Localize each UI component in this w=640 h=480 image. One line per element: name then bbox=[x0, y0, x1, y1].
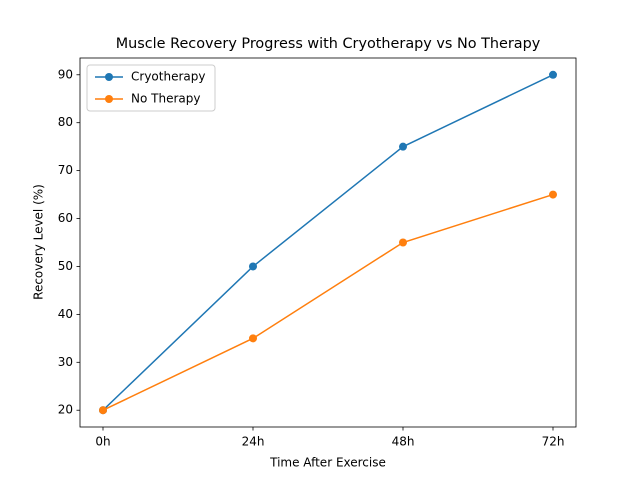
y-tick-label: 30 bbox=[58, 355, 73, 369]
data-point bbox=[399, 142, 407, 151]
data-point bbox=[399, 238, 407, 247]
y-tick-label: 90 bbox=[58, 67, 73, 81]
legend: Cryotherapy No Therapy bbox=[86, 64, 216, 112]
x-tick-label: 72h bbox=[542, 435, 565, 449]
data-point bbox=[249, 262, 257, 271]
series-line bbox=[102, 193, 554, 411]
x-tick-label: 24h bbox=[242, 435, 265, 449]
data-point bbox=[99, 406, 107, 415]
legend-marker bbox=[105, 95, 113, 103]
y-tick-label: 80 bbox=[58, 115, 73, 129]
y-tick-label: 20 bbox=[58, 403, 73, 417]
data-point bbox=[249, 334, 257, 343]
legend-label: No Therapy bbox=[131, 92, 200, 106]
x-axis-label: Time After Exercise bbox=[269, 456, 386, 470]
y-tick-label: 50 bbox=[58, 259, 73, 273]
y-tick-label: 60 bbox=[58, 211, 73, 225]
plot-frame bbox=[79, 57, 577, 428]
x-tick-label: 0h bbox=[95, 435, 110, 449]
y-axis-label: Recovery Level (%) bbox=[32, 184, 46, 300]
series-line bbox=[102, 74, 554, 411]
legend-label: Cryotherapy bbox=[131, 70, 205, 84]
y-tick-label: 40 bbox=[58, 307, 73, 321]
data-point bbox=[549, 190, 557, 199]
data-point bbox=[549, 70, 557, 79]
y-tick-label: 70 bbox=[58, 163, 73, 177]
x-tick-label: 48h bbox=[392, 435, 415, 449]
legend-marker bbox=[105, 73, 113, 81]
chart-title: Muscle Recovery Progress with Cryotherap… bbox=[116, 36, 541, 52]
